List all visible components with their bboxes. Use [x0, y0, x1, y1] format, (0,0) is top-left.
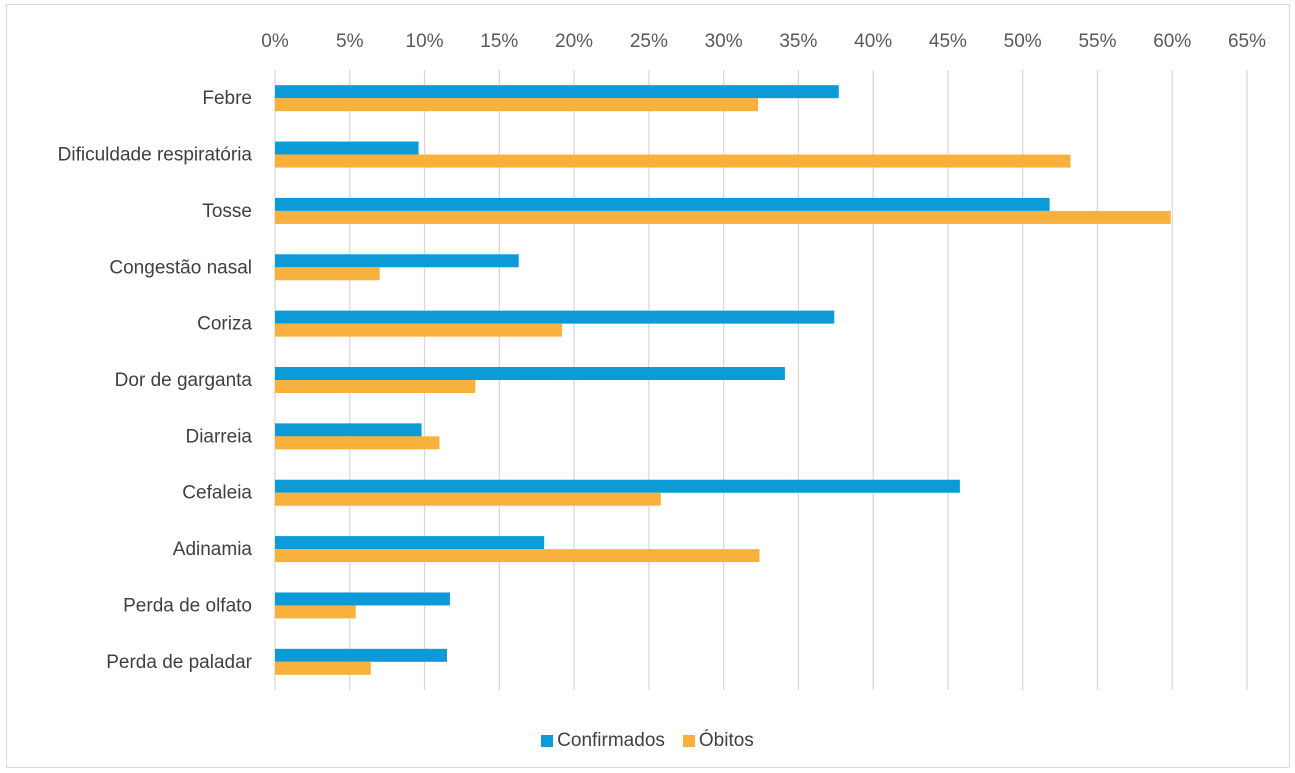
bar-obitos[interactable] — [275, 380, 476, 393]
x-tick-label: 5% — [336, 31, 364, 52]
bar-obitos[interactable] — [275, 98, 759, 112]
chart-frame — [6, 4, 1290, 768]
bar-confirmados[interactable] — [275, 254, 519, 268]
bar-obitos[interactable] — [275, 549, 760, 563]
x-tick-label: 55% — [1078, 31, 1116, 52]
legend-swatch-confirmados — [541, 735, 554, 747]
bar-confirmados[interactable] — [275, 648, 447, 662]
x-tick-label: 40% — [854, 31, 892, 52]
x-tick-label: 20% — [555, 31, 593, 52]
legend-label-obitos: Óbitos — [698, 730, 754, 751]
bar-obitos[interactable] — [275, 323, 563, 337]
legend: Confirmados Óbitos — [0, 730, 1295, 752]
category-label: Tosse — [202, 201, 252, 222]
bar-confirmados[interactable] — [275, 423, 422, 437]
bar-confirmados[interactable] — [275, 367, 785, 380]
category-label: Cefaleia — [182, 483, 252, 504]
x-tick-label: 50% — [1004, 31, 1042, 52]
category-label: Febre — [202, 88, 252, 109]
x-tick-label: 60% — [1153, 31, 1191, 52]
category-label: Perda de olfato — [123, 595, 252, 616]
bar-obitos[interactable] — [275, 436, 440, 450]
legend-label-confirmados: Confirmados — [557, 730, 665, 751]
bar-confirmados[interactable] — [275, 85, 839, 99]
bar-chart: 0% 5% 10% 15% 20% 25% 30% 35% 40% 45% 50% 55% 60% 65%… — [58, 31, 1266, 690]
x-tick-label: 45% — [929, 31, 967, 52]
bar-confirmados[interactable] — [275, 141, 419, 155]
x-tick-label: 15% — [480, 31, 518, 52]
x-tick-label: 10% — [406, 31, 444, 52]
category-label: Dificuldade respiratória — [58, 145, 253, 166]
bar-obitos[interactable] — [275, 492, 661, 506]
legend-swatch-obitos — [682, 735, 695, 747]
x-tick-label: 35% — [779, 31, 817, 52]
bar-obitos[interactable] — [275, 210, 1171, 224]
category-label: Diarreia — [185, 426, 252, 447]
bar-confirmados[interactable] — [275, 536, 545, 550]
x-tick-label: 30% — [705, 31, 743, 52]
category-label: Perda de paladar — [106, 652, 252, 673]
x-tick-labels: 0% 5% 10% 15% 20% 25% 30% 35% 40% 45% 50% 55% 60% 65% — [261, 31, 1266, 52]
x-tick-label: 0% — [261, 31, 289, 52]
bar-obitos[interactable] — [275, 605, 356, 619]
bar-obitos[interactable] — [275, 154, 1071, 168]
category-label: Adinamia — [173, 539, 253, 560]
bar-confirmados[interactable] — [275, 479, 960, 493]
x-tick-label: 65% — [1228, 31, 1266, 52]
bar-confirmados[interactable] — [275, 592, 450, 606]
category-label: Dor de garganta — [115, 370, 253, 391]
category-label: Congestão nasal — [109, 257, 252, 278]
legend-item-obitos[interactable]: Óbitos — [682, 730, 754, 752]
bar-confirmados[interactable] — [275, 310, 835, 324]
bar-obitos[interactable] — [275, 661, 371, 675]
x-tick-label: 25% — [630, 31, 668, 52]
legend-item-confirmados[interactable]: Confirmados — [541, 730, 665, 752]
gridlines — [274, 70, 1248, 690]
bar-confirmados[interactable] — [275, 197, 1050, 211]
category-label: Coriza — [197, 314, 252, 335]
category-labels: Febre Dificuldade respiratória Tosse Conges… — [58, 88, 253, 673]
bar-obitos[interactable] — [275, 267, 380, 281]
bars — [275, 85, 1171, 675]
